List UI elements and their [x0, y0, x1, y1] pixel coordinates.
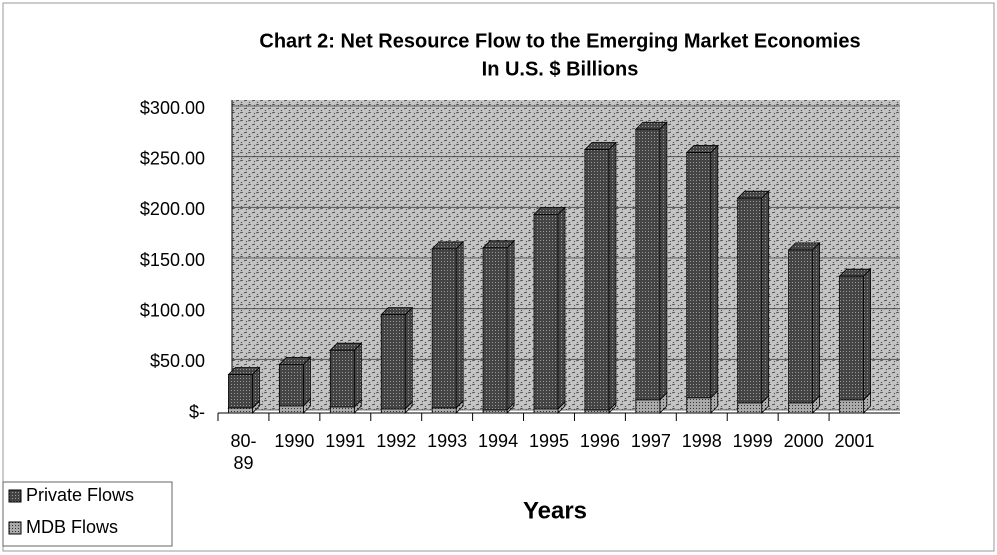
bar — [787, 241, 821, 404]
bar — [634, 121, 668, 401]
bar — [227, 366, 261, 409]
x-tick-label: 1997 — [630, 431, 671, 451]
bar — [838, 268, 872, 401]
legend-label: MDB Flows — [26, 517, 118, 537]
y-tick-label: $150.00 — [140, 250, 205, 270]
legend-label: Private Flows — [26, 485, 134, 505]
x-tick-label: 1991 — [325, 431, 366, 451]
x-tick-label: 1998 — [681, 431, 722, 451]
bar — [329, 342, 363, 408]
bar — [380, 306, 414, 410]
bar — [685, 144, 719, 399]
x-tick-label: 1994 — [478, 431, 519, 451]
x-tick-label: 1996 — [579, 431, 620, 451]
x-tick-label: 2001 — [834, 431, 875, 451]
y-tick-label: $250.00 — [140, 148, 205, 168]
x-tick-label: 1990 — [274, 431, 315, 451]
y-tick-label: $300.00 — [140, 98, 205, 118]
chart-subtitle: In U.S. $ Billions — [482, 58, 639, 80]
y-tick-label: $200.00 — [140, 199, 205, 219]
x-tick-label: 1999 — [732, 431, 773, 451]
bar — [736, 190, 770, 404]
bar — [431, 240, 465, 409]
y-tick-label: $- — [189, 402, 205, 422]
bar — [533, 206, 566, 410]
x-tick-label: 1992 — [376, 431, 417, 451]
x-tick-label: 1993 — [427, 431, 468, 451]
bar — [583, 141, 617, 411]
x-axis-title: Years — [523, 497, 587, 524]
legend-swatch — [8, 489, 22, 503]
legend — [2, 481, 173, 547]
x-tick-label: 80-89 — [230, 431, 257, 473]
y-tick-label: $50.00 — [150, 351, 205, 371]
bar — [482, 239, 516, 411]
chart-title: Chart 2: Net Resource Flow to the Emergi… — [259, 30, 860, 52]
legend-swatch — [8, 521, 22, 535]
x-tick-label: 1995 — [528, 431, 570, 451]
x-tick-label: 2000 — [783, 431, 824, 451]
y-tick-label: $100.00 — [140, 300, 205, 320]
bar — [278, 356, 312, 407]
